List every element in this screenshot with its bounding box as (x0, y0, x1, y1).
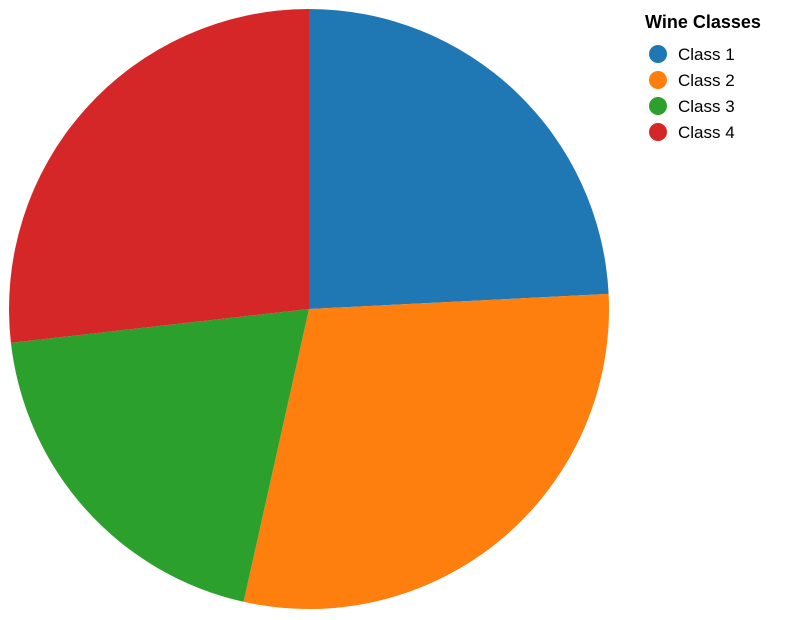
pie-slice-class-3 (10, 309, 309, 602)
legend-swatch (649, 45, 667, 63)
legend-swatch (649, 71, 667, 89)
legend-label: Class 4 (678, 123, 735, 142)
pie-slice-class-2 (243, 293, 609, 610)
pie-slice-class-1 (309, 9, 609, 309)
legend-item-class-4: Class 4 (649, 123, 735, 142)
legend-swatch (649, 97, 667, 115)
pie-slices (9, 9, 609, 610)
legend-item-class-3: Class 3 (649, 97, 735, 116)
legend-label: Class 2 (678, 71, 735, 90)
pie-slice-class-4 (9, 9, 309, 343)
legend-title: Wine Classes (645, 12, 761, 32)
legend-label: Class 1 (678, 45, 735, 64)
legend-item-class-1: Class 1 (649, 45, 735, 64)
legend-item-class-2: Class 2 (649, 71, 735, 90)
legend-label: Class 3 (678, 97, 735, 116)
legend-items: Class 1 Class 2 Class 3 Class 4 (649, 45, 735, 142)
legend-swatch (649, 123, 667, 141)
